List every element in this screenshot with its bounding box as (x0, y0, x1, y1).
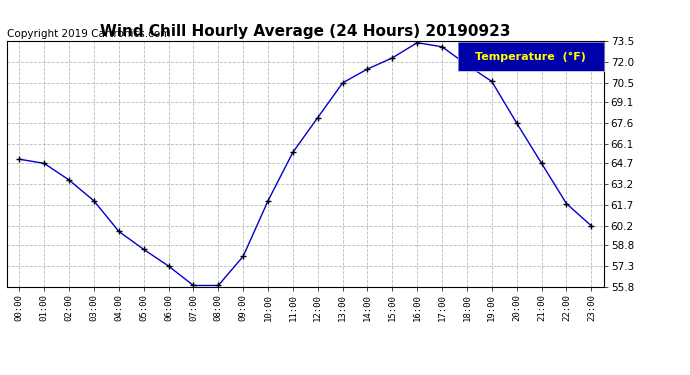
Title: Wind Chill Hourly Average (24 Hours) 20190923: Wind Chill Hourly Average (24 Hours) 201… (100, 24, 511, 39)
Text: Copyright 2019 Cartronics.com: Copyright 2019 Cartronics.com (7, 29, 170, 39)
